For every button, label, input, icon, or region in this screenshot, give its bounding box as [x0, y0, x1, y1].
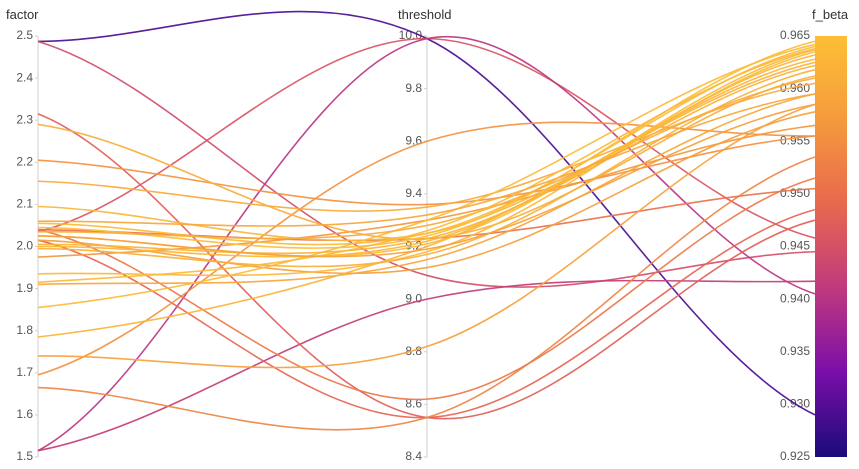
factor-tick-label: 1.8	[16, 323, 33, 337]
factor-tick-label: 2.1	[16, 197, 33, 211]
factor-tick-label: 1.6	[16, 407, 33, 421]
series-line[interactable]	[37, 68, 816, 268]
f-beta-tick-label: 0.935	[780, 344, 810, 358]
lines-layer	[37, 10, 816, 452]
threshold-tick-label: 9.4	[405, 186, 422, 200]
series-line[interactable]	[37, 40, 816, 288]
threshold-tick-label: 9.8	[405, 81, 422, 95]
f-beta-tick-label: 0.950	[780, 186, 810, 200]
factor-tick-label: 1.9	[16, 281, 33, 295]
color-scale-bar[interactable]	[815, 36, 847, 457]
factor-tick-label: 1.5	[16, 449, 33, 463]
factor-tick-label: 2.5	[16, 28, 33, 42]
factor-tick-label: 2.2	[16, 154, 33, 168]
series-line[interactable]	[37, 10, 816, 416]
factor-tick-label: 2.4	[16, 70, 33, 84]
series-line[interactable]	[37, 45, 816, 246]
series-line[interactable]	[37, 47, 816, 284]
series-line[interactable]	[37, 110, 816, 275]
f-beta-tick-label: 0.965	[780, 28, 810, 42]
series-line[interactable]	[37, 103, 816, 258]
series-line[interactable]	[37, 51, 816, 277]
f-beta-axis-title: f_beta	[812, 7, 849, 22]
series-line[interactable]	[37, 35, 816, 452]
series-line[interactable]	[37, 279, 816, 452]
series-line[interactable]	[37, 43, 816, 309]
series-line[interactable]	[37, 93, 816, 286]
series-line[interactable]	[37, 40, 816, 249]
axes-layer: factor threshold f_beta	[6, 7, 849, 457]
threshold-axis-title: threshold	[398, 7, 451, 22]
factor-tick-label: 2.3	[16, 112, 33, 126]
f-beta-tick-label: 0.945	[780, 239, 810, 253]
series-line[interactable]	[37, 156, 816, 431]
threshold-tick-label: 8.4	[405, 449, 422, 463]
f-beta-tick-label: 0.925	[780, 449, 810, 463]
series-line[interactable]	[37, 177, 816, 401]
series-line[interactable]	[37, 77, 816, 240]
series-line[interactable]	[37, 61, 816, 338]
factor-tick-label: 1.7	[16, 365, 33, 379]
f-beta-tick-label: 0.940	[780, 291, 810, 305]
series-line[interactable]	[37, 64, 816, 255]
factor-axis-title: factor	[6, 7, 39, 22]
factor-tick-label: 2.0	[16, 239, 33, 253]
series-line[interactable]	[37, 93, 816, 227]
series-line[interactable]	[37, 103, 816, 369]
